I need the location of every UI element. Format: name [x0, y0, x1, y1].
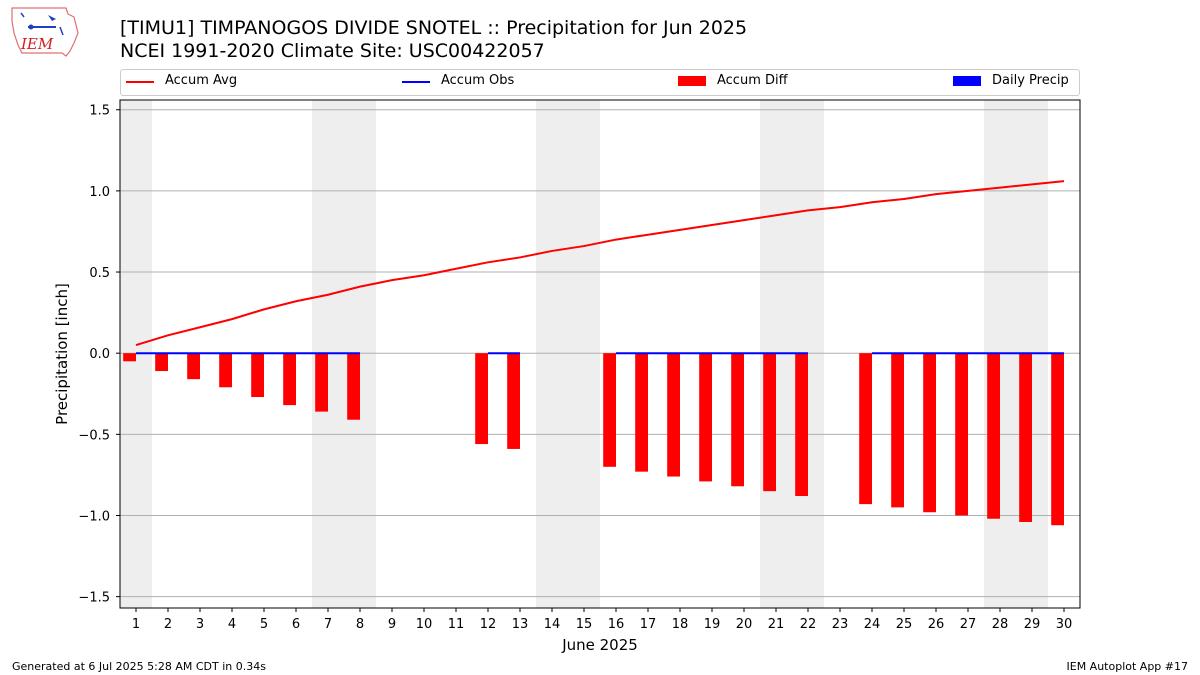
accum-diff-bar-20 — [731, 353, 744, 487]
x-tick-label: 20 — [736, 617, 753, 632]
legend-label: Accum Obs — [441, 73, 515, 88]
accum-diff-bar-5 — [251, 353, 264, 398]
x-tick-label: 23 — [832, 617, 849, 632]
x-tick-label: 24 — [864, 617, 881, 632]
legend-swatch-accum-avg — [126, 81, 154, 83]
footer-app: IEM Autoplot App #17 — [1066, 660, 1189, 673]
accum-diff-bar-18 — [667, 353, 680, 477]
iem-logo: IEM — [11, 7, 79, 57]
accum-diff-bar-4 — [219, 353, 232, 388]
x-tick-label: 16 — [608, 617, 625, 632]
accum-avg-line-0 — [135, 180, 1065, 347]
weekend-band-15 — [568, 100, 600, 608]
accum-diff-bar-25 — [891, 353, 904, 508]
x-tick-label: 8 — [356, 617, 364, 632]
legend-swatch-daily-precip — [953, 76, 981, 86]
accum-diff-bar-1 — [123, 353, 136, 362]
y-tick-label: −1.5 — [78, 591, 110, 606]
weekend-band-7 — [312, 100, 344, 608]
accum-diff-bar-26 — [923, 353, 936, 513]
chart-subtitle: NCEI 1991-2020 Climate Site: USC00422057 — [120, 40, 545, 62]
x-tick-label: 21 — [768, 617, 785, 632]
accum-diff-bar-19 — [699, 353, 712, 482]
x-tick-label: 17 — [640, 617, 657, 632]
accum-diff-bar-27 — [955, 353, 968, 516]
weekend-band-8 — [344, 100, 376, 608]
x-tick-label: 6 — [292, 617, 300, 632]
accum-diff-bar-22 — [795, 353, 808, 497]
x-tick-label: 15 — [576, 617, 593, 632]
y-tick-label: −0.5 — [78, 428, 110, 443]
accum-diff-bar-13 — [507, 353, 520, 449]
accum-diff-bar-8 — [347, 353, 360, 420]
x-tick-label: 3 — [196, 617, 204, 632]
x-tick-label: 10 — [416, 617, 433, 632]
weekend-band-22 — [792, 100, 824, 608]
y-axis-label: Precipitation [inch] — [53, 283, 71, 425]
x-tick-label: 25 — [896, 617, 913, 632]
y-tick-label: 1.0 — [89, 185, 110, 200]
weekend-band-21 — [760, 100, 792, 608]
x-tick-label: 11 — [448, 617, 465, 632]
x-tick-label: 19 — [704, 617, 721, 632]
y-tick-label: 0.0 — [89, 347, 110, 362]
y-tick-label: 1.5 — [89, 104, 110, 119]
legend-label: Accum Diff — [717, 73, 788, 88]
accum-diff-bar-29 — [1019, 353, 1032, 522]
accum-diff-bar-7 — [315, 353, 328, 412]
x-tick-label: 29 — [1024, 617, 1041, 632]
legend-swatch-accum-obs — [402, 81, 430, 83]
legend-label: Daily Precip — [992, 73, 1069, 88]
x-tick-label: 5 — [260, 617, 268, 632]
weekend-band-14 — [536, 100, 568, 608]
x-tick-label: 9 — [388, 617, 396, 632]
x-tick-label: 12 — [480, 617, 497, 632]
x-tick-label: 22 — [800, 617, 817, 632]
accum-diff-bar-12 — [475, 353, 488, 445]
x-tick-label: 14 — [544, 617, 561, 632]
x-tick-label: 4 — [228, 617, 236, 632]
y-tick-label: 0.5 — [89, 266, 110, 281]
accum-diff-bar-30 — [1051, 353, 1064, 526]
x-tick-label: 18 — [672, 617, 689, 632]
accum-diff-bar-3 — [187, 353, 200, 380]
accum-diff-bar-21 — [763, 353, 776, 492]
x-tick-label: 7 — [324, 617, 332, 632]
accum-diff-bar-2 — [155, 353, 168, 372]
accum-diff-bar-6 — [283, 353, 296, 406]
accum-diff-bar-17 — [635, 353, 648, 472]
chart-title: [TIMU1] TIMPANOGOS DIVIDE SNOTEL :: Prec… — [120, 17, 748, 39]
accum-diff-bar-28 — [987, 353, 1000, 519]
y-tick-label: −1.0 — [78, 509, 110, 524]
x-tick-label: 26 — [928, 617, 945, 632]
x-tick-label: 2 — [164, 617, 172, 632]
plot-frame — [119, 99, 1081, 609]
accum-diff-bar-24 — [859, 353, 872, 505]
chart-legend: Accum Avg Accum Obs Accum Diff Daily Pre… — [120, 69, 1080, 96]
footer-generated: Generated at 6 Jul 2025 5:28 AM CDT in 0… — [12, 660, 266, 673]
weekend-band-29 — [1016, 100, 1048, 608]
legend-swatch-accum-diff — [678, 76, 706, 86]
x-tick-label: 28 — [992, 617, 1009, 632]
x-tick-label: 13 — [512, 617, 529, 632]
weekend-band-1 — [120, 100, 152, 608]
x-tick-label: 27 — [960, 617, 977, 632]
x-tick-label: 1 — [132, 617, 140, 632]
x-axis-label: June 2025 — [561, 636, 638, 654]
x-tick-label: 30 — [1056, 617, 1073, 632]
accum-diff-bar-16 — [603, 353, 616, 467]
weekend-band-28 — [984, 100, 1016, 608]
legend-label: Accum Avg — [165, 73, 238, 88]
logo-text: IEM — [20, 35, 54, 53]
